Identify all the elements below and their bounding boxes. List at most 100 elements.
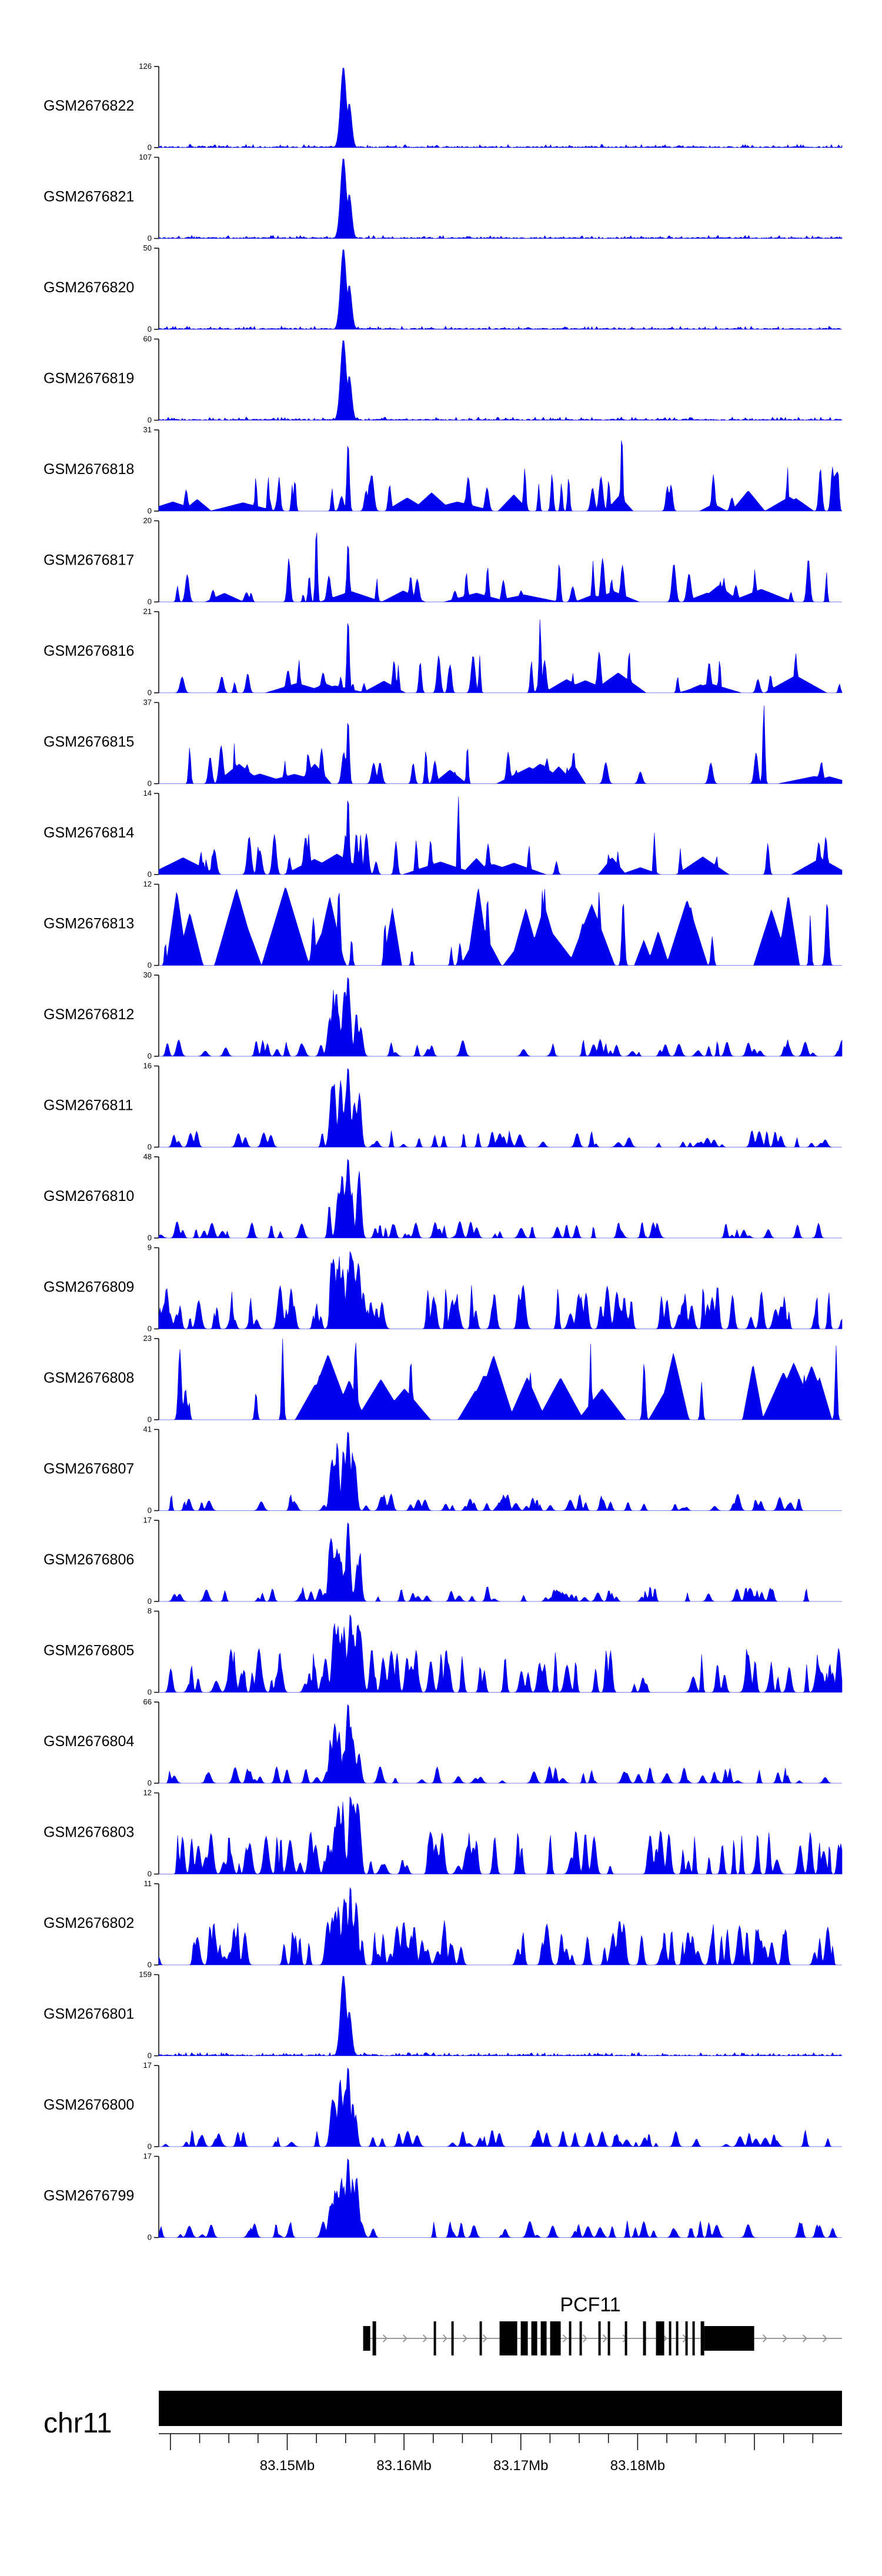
exon [598, 2321, 601, 2355]
strand-arrow [662, 2334, 668, 2343]
y-min-label: 0 [148, 961, 152, 970]
y-axis [154, 338, 159, 421]
track-label: GSM2676810 [44, 1188, 134, 1204]
strand-arrow [402, 2334, 408, 2343]
tick-label: 83.16Mb [376, 2458, 431, 2474]
y-axis [154, 520, 159, 603]
track-label: GSM2676805 [44, 1643, 134, 1659]
y-min-label: 0 [148, 2051, 152, 2060]
y-max-label: 16 [143, 1062, 152, 1070]
coverage-area [159, 1338, 842, 1420]
track-label: GSM2676819 [44, 371, 134, 387]
y-axis [154, 1792, 159, 1875]
track-GSM2676821: GSM2676821 107 0 [44, 153, 843, 243]
exon [692, 2321, 695, 2355]
y-max-label: 41 [143, 1425, 152, 1434]
gene-label: PCF11 [560, 2294, 620, 2316]
y-max-label: 8 [148, 1607, 152, 1616]
tick-label: 83.18Mb [610, 2458, 665, 2474]
strand-arrow [422, 2334, 428, 2343]
track-label: GSM2676803 [44, 1824, 134, 1841]
y-min-label: 0 [148, 1324, 152, 1333]
track-GSM2676799: GSM2676799 17 0 [44, 2152, 842, 2242]
exon [569, 2321, 572, 2355]
y-axis [154, 2155, 159, 2238]
chromosome-bar [159, 2391, 842, 2426]
y-min-label: 0 [148, 2142, 152, 2151]
strand-arrow [762, 2334, 768, 2343]
y-axis [154, 1429, 159, 1511]
exon [676, 2321, 679, 2355]
strand-arrow [782, 2334, 788, 2343]
y-axis [154, 975, 159, 1057]
track-GSM2676800: GSM2676800 17 0 [44, 2061, 842, 2151]
track-label: GSM2676821 [44, 189, 134, 205]
chromosome-label: chr11 [44, 2408, 112, 2439]
y-min-label: 0 [148, 506, 152, 515]
y-max-label: 17 [143, 2061, 152, 2070]
exon [372, 2321, 376, 2355]
y-axis [154, 1520, 159, 1602]
y-max-label: 60 [143, 335, 152, 343]
y-max-label: 17 [143, 2152, 152, 2161]
y-min-label: 0 [148, 1506, 152, 1515]
exon [624, 2321, 627, 2355]
y-min-label: 0 [148, 1597, 152, 1606]
track-label: GSM2676808 [44, 1370, 134, 1386]
y-max-label: 12 [143, 880, 152, 889]
y-min-label: 0 [148, 688, 152, 697]
track-GSM2676818: GSM2676818 31 0 [44, 425, 843, 515]
y-axis [154, 883, 159, 966]
y-min-label: 0 [148, 1052, 152, 1060]
track-GSM2676802: GSM2676802 11 0 [44, 1879, 842, 1969]
coverage-area [158, 2158, 842, 2238]
y-axis [154, 1883, 159, 1966]
y-min-label: 0 [148, 1415, 152, 1424]
coverage-area [159, 1704, 842, 1784]
y-min-label: 0 [148, 1233, 152, 1242]
coverage-area [159, 532, 842, 602]
track-GSM2676805: GSM2676805 8 0 [44, 1607, 843, 1697]
exon [499, 2321, 517, 2355]
y-min-label: 0 [148, 598, 152, 606]
exon [479, 2321, 482, 2355]
y-max-label: 17 [143, 1516, 152, 1524]
exon [704, 2326, 754, 2351]
track-label: GSM2676812 [44, 1006, 134, 1023]
coverage-area [158, 340, 843, 421]
y-max-label: 50 [143, 243, 152, 252]
coverage-area [158, 1250, 843, 1329]
track-label: GSM2676800 [44, 2097, 134, 2113]
track-label: GSM2676817 [44, 552, 134, 569]
y-max-label: 23 [143, 1334, 152, 1343]
y-axis [154, 1338, 159, 1420]
coverage-area [159, 1522, 842, 1602]
exon [579, 2321, 582, 2355]
coverage-area [158, 158, 843, 239]
track-GSM2676814: GSM2676814 14 0 [44, 789, 843, 879]
strand-arrow [442, 2334, 448, 2343]
strand-arrow [802, 2334, 808, 2343]
y-min-label: 0 [148, 416, 152, 425]
exon [520, 2321, 528, 2355]
track-GSM2676822: GSM2676822 126 0 [44, 62, 843, 152]
y-min-label: 0 [148, 1688, 152, 1697]
coverage-area [159, 705, 843, 784]
y-min-label: 0 [148, 325, 152, 333]
track-label: GSM2676804 [44, 1733, 134, 1750]
y-max-label: 20 [143, 516, 152, 525]
y-axis [154, 1156, 159, 1239]
y-axis [154, 66, 159, 148]
coverage-area [158, 1159, 842, 1239]
y-min-label: 0 [148, 143, 152, 152]
track-GSM2676809: GSM2676809 9 0 [44, 1243, 843, 1333]
exon [433, 2321, 436, 2355]
track-label: GSM2676813 [44, 916, 134, 932]
y-axis [154, 1247, 159, 1330]
y-axis [154, 429, 159, 512]
y-min-label: 0 [148, 870, 152, 879]
y-max-label: 9 [148, 1243, 152, 1252]
y-max-label: 107 [139, 153, 152, 162]
track-label: GSM2676818 [44, 461, 134, 478]
y-min-label: 0 [148, 779, 152, 788]
